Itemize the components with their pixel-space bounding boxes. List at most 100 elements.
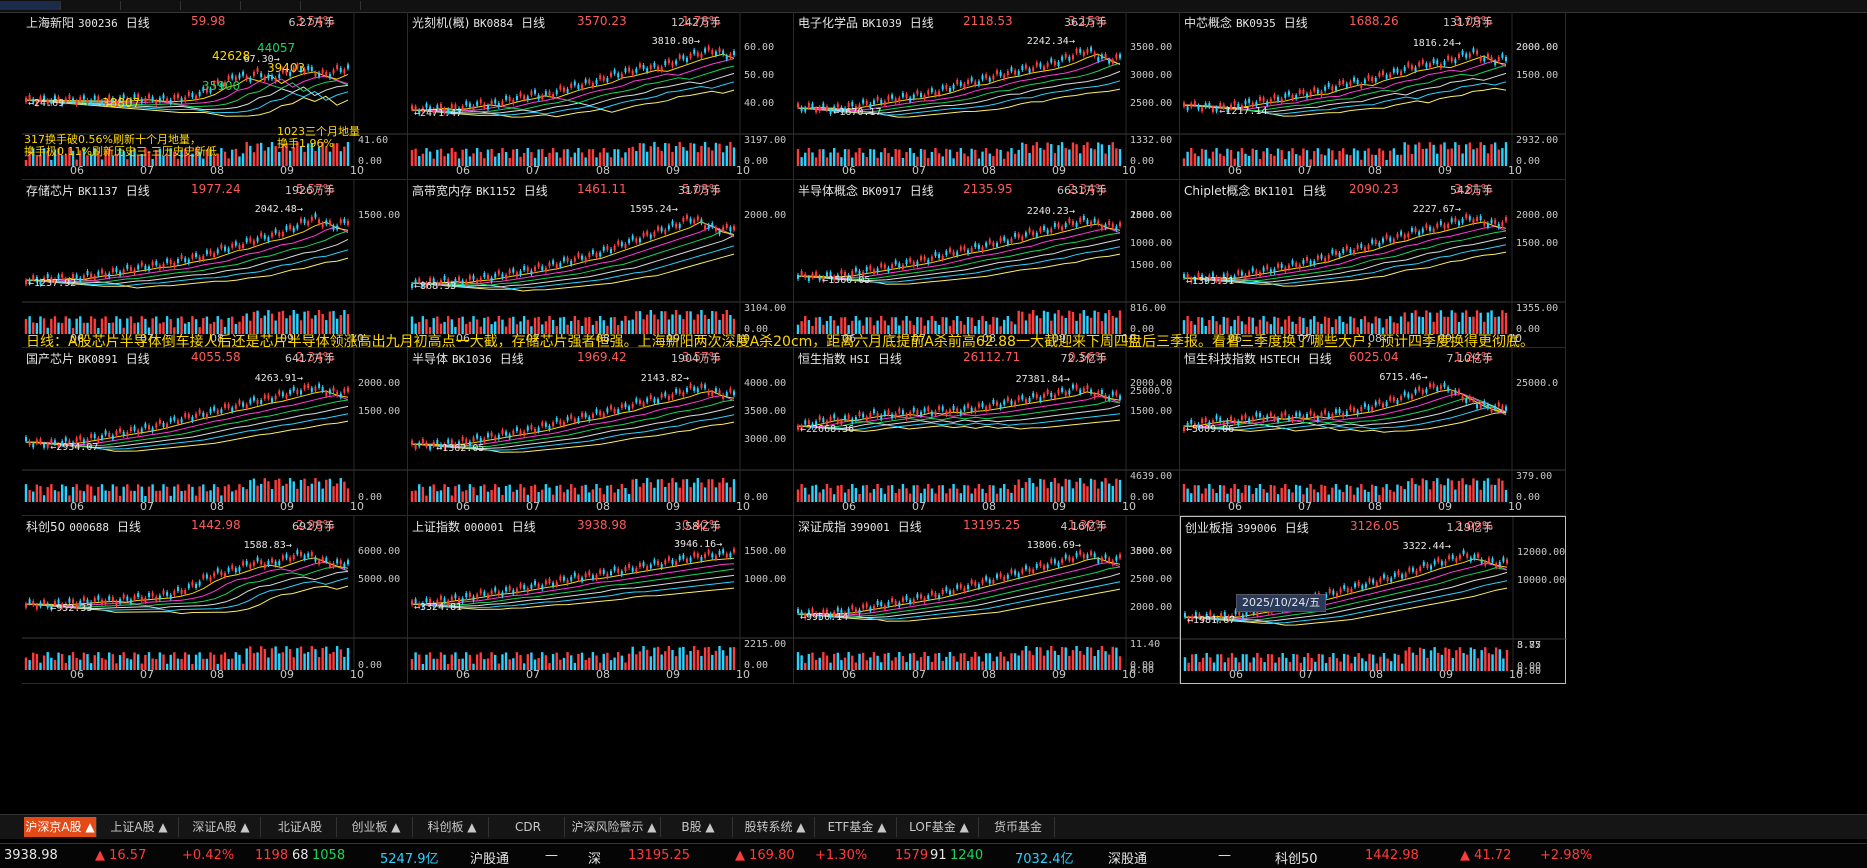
chart-panel[interactable]: 深证成指 399001 日线 13195.25 1.30% 4.16亿手 13806.69→… <box>794 516 1180 684</box>
market-tab[interactable]: 上证A股 ▲ <box>100 817 179 837</box>
market-tab[interactable]: 股转系统 ▲ <box>736 817 815 837</box>
toolbar-button[interactable] <box>120 1 181 10</box>
candle-body <box>1100 557 1103 562</box>
chart-panel[interactable]: 高带宽内存 BK1152 日线 1461.11 5.03% 317万手 1595.24→ ←8… <box>408 180 794 348</box>
chart-panel[interactable]: Chiplet概念 BK1101 日线 2090.23 3.81% 542万手 2227.6… <box>1180 180 1566 348</box>
candle-body <box>1483 57 1486 62</box>
volume-axis-zero: 0.00 <box>744 156 769 167</box>
market-tab[interactable]: 沪深京A股 ▲ <box>24 817 97 837</box>
toolbar-button[interactable] <box>240 1 301 10</box>
market-tab[interactable]: 沪深风险警示 ▲ <box>568 817 661 837</box>
toolbar-button[interactable] <box>60 1 121 10</box>
volume-bar <box>180 491 183 502</box>
toolbar-button[interactable] <box>300 1 361 10</box>
candle-body <box>1024 64 1027 69</box>
chart-panel[interactable]: 存储芯片 BK1137 日线 1977.24 5.57% 1926万手 2042.48→ ←1… <box>22 180 408 348</box>
kline-chart[interactable] <box>408 180 794 348</box>
candle-body <box>296 224 299 229</box>
volume-bar <box>941 317 944 334</box>
market-tab[interactable]: ETF基金 ▲ <box>818 817 897 837</box>
volume-bar <box>1215 148 1218 166</box>
volume-bar <box>278 151 281 166</box>
candle-body <box>541 266 544 271</box>
candle-body <box>1477 553 1480 558</box>
candle-body <box>216 410 219 415</box>
kline-chart[interactable] <box>22 180 408 348</box>
kline-chart[interactable] <box>408 12 794 180</box>
month-tick: 09 <box>666 500 680 513</box>
chart-panel[interactable]: 电子化学品 BK1039 日线 2118.53 3.15% 362万手 2242.34→ ←1… <box>794 12 1180 180</box>
volume-bar <box>418 484 421 502</box>
sgt-label[interactable]: 深股通 <box>1108 852 1148 867</box>
chart-panel[interactable]: 上证指数 000001 日线 3938.98 0.42% 3.58亿手 3946.16→ ←3… <box>408 516 794 684</box>
candle-body <box>158 419 161 424</box>
candle-body <box>628 564 631 569</box>
candle-body <box>624 566 627 571</box>
kline-chart[interactable] <box>1181 517 1567 685</box>
market-tab[interactable]: 北证A股 <box>264 817 337 837</box>
volume-bar <box>158 652 162 670</box>
moving-average-line <box>411 399 735 448</box>
kline-chart[interactable] <box>1180 12 1566 180</box>
kline-chart[interactable] <box>794 516 1180 684</box>
volume-bar <box>617 652 620 670</box>
month-tick: 08 <box>982 332 996 345</box>
candle-body <box>1039 562 1042 567</box>
chart-panel[interactable]: 中芯概念 BK0935 日线 1688.26 3.09% 1317万手 1816.24→ ←1… <box>1180 12 1566 180</box>
month-tick: 08 <box>210 500 224 513</box>
last-price: 1442.98 <box>191 518 241 532</box>
toolbar-button[interactable] <box>0 1 61 10</box>
toolbar-button[interactable] <box>180 1 241 10</box>
change-percent: 2.09% <box>1455 519 1494 533</box>
chart-panel[interactable]: 恒生指数 HSI 日线 26112.71 0.56% 72.3亿手 27381.84→ ←22… <box>794 348 1180 516</box>
kline-chart[interactable] <box>22 516 408 684</box>
chart-panel[interactable]: 国产芯片 BK0891 日线 4055.58 2.34% 6417万手 4263.91→ ←2… <box>22 348 408 516</box>
market-tab[interactable]: 货币基金 <box>982 817 1055 837</box>
kline-chart[interactable] <box>22 12 408 180</box>
kline-chart[interactable] <box>794 12 1180 180</box>
volume-bar <box>1263 662 1266 671</box>
kline-chart[interactable] <box>794 348 1180 516</box>
market-tab[interactable]: 深证A股 ▲ <box>182 817 261 837</box>
kline-chart[interactable] <box>408 516 794 684</box>
volume-bar <box>314 315 317 334</box>
instrument-code: HSI <box>850 353 870 366</box>
chart-panel[interactable]: 恒生科技指数 HSTECH 日线 6025.04 1.24% 7.10亿手 6715.46→… <box>1180 348 1566 516</box>
volume-bar <box>1432 321 1435 334</box>
chart-panel[interactable]: 半导体概念 BK0917 日线 2135.95 2.34% 6631万手 2240.23→ ←… <box>794 180 1180 348</box>
candle-body <box>53 279 56 284</box>
chart-panel[interactable]: 半导体 BK1036 日线 1969.42 3.57% 1904万手 2143.82→ ←13… <box>408 348 794 516</box>
market-tab[interactable]: LOF基金 ▲ <box>900 817 979 837</box>
market-tab[interactable]: CDR <box>492 817 565 837</box>
candle-body <box>891 264 894 269</box>
kline-chart[interactable] <box>22 348 408 516</box>
market-tab[interactable]: 创业板 ▲ <box>340 817 413 837</box>
chart-panel[interactable]: 上海新阳 300236 日线 59.98 3.54% 6.27万手 67.30→ ←24.69… <box>22 12 408 180</box>
volume-bar <box>1100 321 1104 334</box>
kline-chart[interactable] <box>794 180 1180 348</box>
volume-bar <box>872 325 876 334</box>
hgt-label[interactable]: 沪股通 <box>470 852 510 867</box>
volume-bar <box>829 316 832 334</box>
market-tab[interactable]: B股 ▲ <box>664 817 733 837</box>
market-tab[interactable]: 科创板 ▲ <box>416 817 489 837</box>
last-price: 1977.24 <box>191 182 241 196</box>
chart-panel[interactable]: 创业板指 399006 日线 3126.05 2.09% 1.19亿手 3322.44→ ←1… <box>1180 516 1567 685</box>
candle-body <box>209 576 212 581</box>
volume-bar <box>1284 319 1287 334</box>
kline-chart[interactable] <box>1180 180 1566 348</box>
candle-body <box>46 603 49 608</box>
volume-bar <box>674 310 678 334</box>
candle-body <box>938 406 941 411</box>
chart-panel[interactable]: 科创50 000688 日线 1442.98 2.98% 692万手 1588.83→ ←95… <box>22 516 408 684</box>
volume-bar <box>346 314 350 334</box>
sh-index-change: ▲ 16.57 <box>95 848 147 863</box>
kline-chart[interactable] <box>1180 348 1566 516</box>
volume-bar <box>580 152 584 166</box>
kline-chart[interactable] <box>408 348 794 516</box>
volume-bar <box>241 487 245 502</box>
volume-bar <box>486 658 490 670</box>
chart-panel[interactable]: 光刻机(概) BK0884 日线 3570.23 1.78% 1242万手 3810.80→… <box>408 12 794 180</box>
volume-bar <box>822 489 825 502</box>
candle-body <box>75 603 78 608</box>
